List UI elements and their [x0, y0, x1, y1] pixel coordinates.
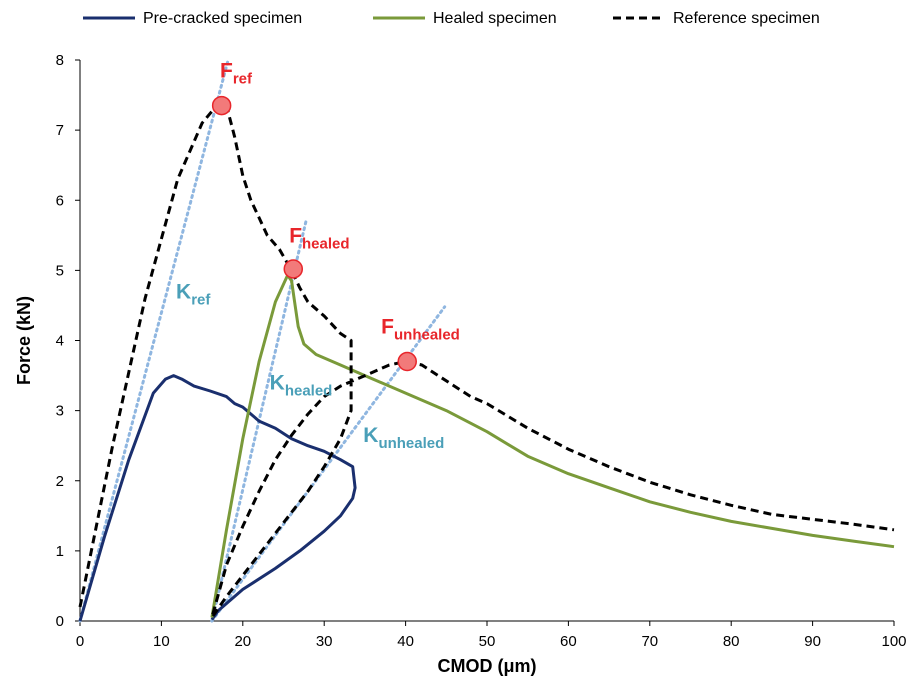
tangent-line [78, 58, 230, 623]
x-tick-label: 40 [397, 633, 414, 650]
legend-label-healed-specimen: Healed specimen [433, 10, 557, 27]
x-tick-label: 20 [234, 633, 251, 650]
y-tick-label: 8 [56, 52, 64, 69]
y-axis-title: Force (kN) [14, 296, 34, 385]
x-tick-label: 100 [881, 633, 906, 650]
annotation-k-healed: Khealed [270, 372, 333, 400]
y-tick-label: 5 [56, 262, 64, 279]
peak-marker [397, 351, 417, 372]
x-tick-label: 70 [641, 633, 658, 650]
annotation-f-healed: Fhealed [289, 224, 349, 252]
x-tick-label: 60 [560, 633, 577, 650]
series-line-reference-specimen [78, 102, 895, 619]
x-tick-label: 10 [153, 633, 170, 650]
series-line-pre-cracked-specimen [78, 374, 357, 622]
annotation-f-unhealed: Funhealed [381, 315, 460, 343]
y-tick-label: 1 [56, 543, 64, 560]
annotation-k-unhealed: Kunhealed [363, 424, 444, 452]
y-tick-label: 3 [56, 403, 64, 420]
series-lines [78, 102, 895, 622]
annotation-f-ref: Fref [220, 60, 253, 88]
y-tick-label: 2 [56, 473, 64, 490]
y-tick-label: 7 [56, 122, 64, 139]
peak-marker [283, 259, 304, 279]
x-tick-label: 80 [723, 633, 740, 650]
x-tick-label: 50 [479, 633, 496, 650]
legend-label-reference-specimen: Reference specimen [673, 10, 820, 27]
y-tick-label: 0 [56, 613, 64, 630]
x-tick-label: 30 [316, 633, 333, 650]
annotations: Fref Fhealed Funhealed Kref Khealed Kunhealed [176, 60, 460, 453]
series-line-healed-specimen [210, 273, 895, 618]
peak-marker [211, 95, 232, 116]
x-tick-label: 90 [804, 633, 821, 650]
axes: 0 10 20 30 40 50 60 70 80 90 100 0 1 2 3 4 5 6 7 8 CMOD (μm)… [14, 52, 907, 676]
tangent-lines [78, 58, 447, 623]
legend: Pre-cracked specimen Healed specimen Refer… [83, 10, 820, 27]
y-tick-label: 4 [56, 333, 64, 350]
annotation-k-ref: Kref [176, 280, 211, 308]
legend-label-pre-cracked-specimen: Pre-cracked specimen [143, 10, 302, 27]
x-axis-title: CMOD (μm) [438, 656, 537, 676]
x-tick-label: 0 [76, 633, 84, 650]
y-tick-label: 6 [56, 192, 64, 209]
peak-markers [211, 95, 417, 372]
